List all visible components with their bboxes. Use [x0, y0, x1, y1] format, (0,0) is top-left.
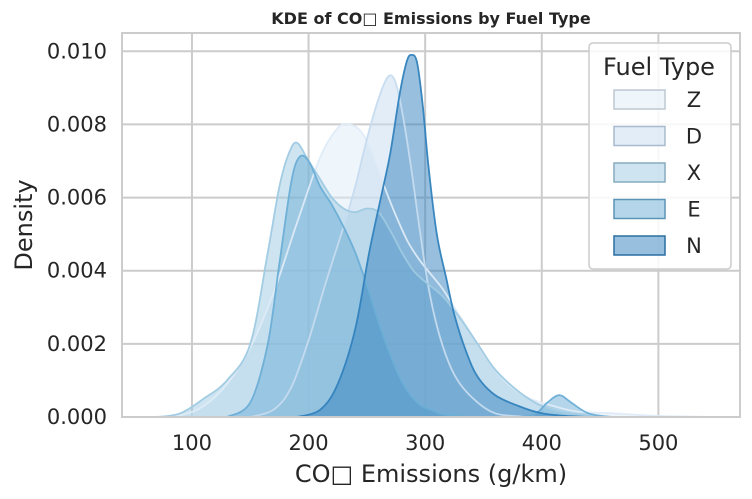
- legend-label-e: E: [687, 198, 700, 222]
- legend-title: Fuel Type: [603, 53, 715, 81]
- y-tick-label: 0.000: [47, 405, 107, 429]
- x-tick-label: 500: [638, 431, 678, 455]
- legend-label-z: Z: [687, 88, 701, 112]
- density-lines: [145, 53, 717, 418]
- legend-swatch-x: [613, 162, 666, 183]
- plot-frame: [121, 32, 741, 418]
- density-line-e: [226, 154, 612, 418]
- x-axis-label: CO□ Emissions (g/km): [295, 460, 567, 488]
- y-tick-label: 0.004: [47, 259, 107, 283]
- density-line-z: [145, 122, 717, 418]
- x-tick-label: 400: [522, 431, 562, 455]
- density-area-n: [296, 54, 589, 418]
- y-tick-label: 0.010: [47, 39, 107, 63]
- y-tick-label: 0.006: [47, 186, 107, 210]
- y-axis-ticks: 0.000 0.002 0.004 0.006 0.008 0.010: [47, 39, 107, 429]
- density-areas: [145, 54, 717, 418]
- legend-swatch-d: [613, 125, 666, 147]
- chart-title: KDE of CO□ Emissions by Fuel Type: [271, 9, 591, 28]
- y-tick-label: 0.002: [47, 332, 107, 356]
- density-area-e: [226, 155, 612, 417]
- legend-label-x: X: [687, 161, 701, 185]
- density-line-n: [296, 53, 589, 418]
- x-tick-label: 100: [172, 431, 212, 455]
- x-axis-ticks: 100 200 300 400 500: [172, 431, 679, 455]
- legend-swatch-z: [613, 89, 666, 110]
- x-tick-label: 200: [289, 431, 329, 455]
- x-tick-label: 300: [405, 431, 445, 455]
- y-tick-label: 0.008: [47, 112, 107, 136]
- density-line-x: [156, 141, 612, 418]
- legend-swatch-e: [613, 198, 666, 220]
- density-line-d: [250, 74, 542, 418]
- legend-label-n: N: [686, 234, 702, 258]
- y-axis-label: Density: [10, 179, 38, 270]
- legend-label-d: D: [686, 125, 702, 149]
- legend-swatch-n: [613, 235, 666, 256]
